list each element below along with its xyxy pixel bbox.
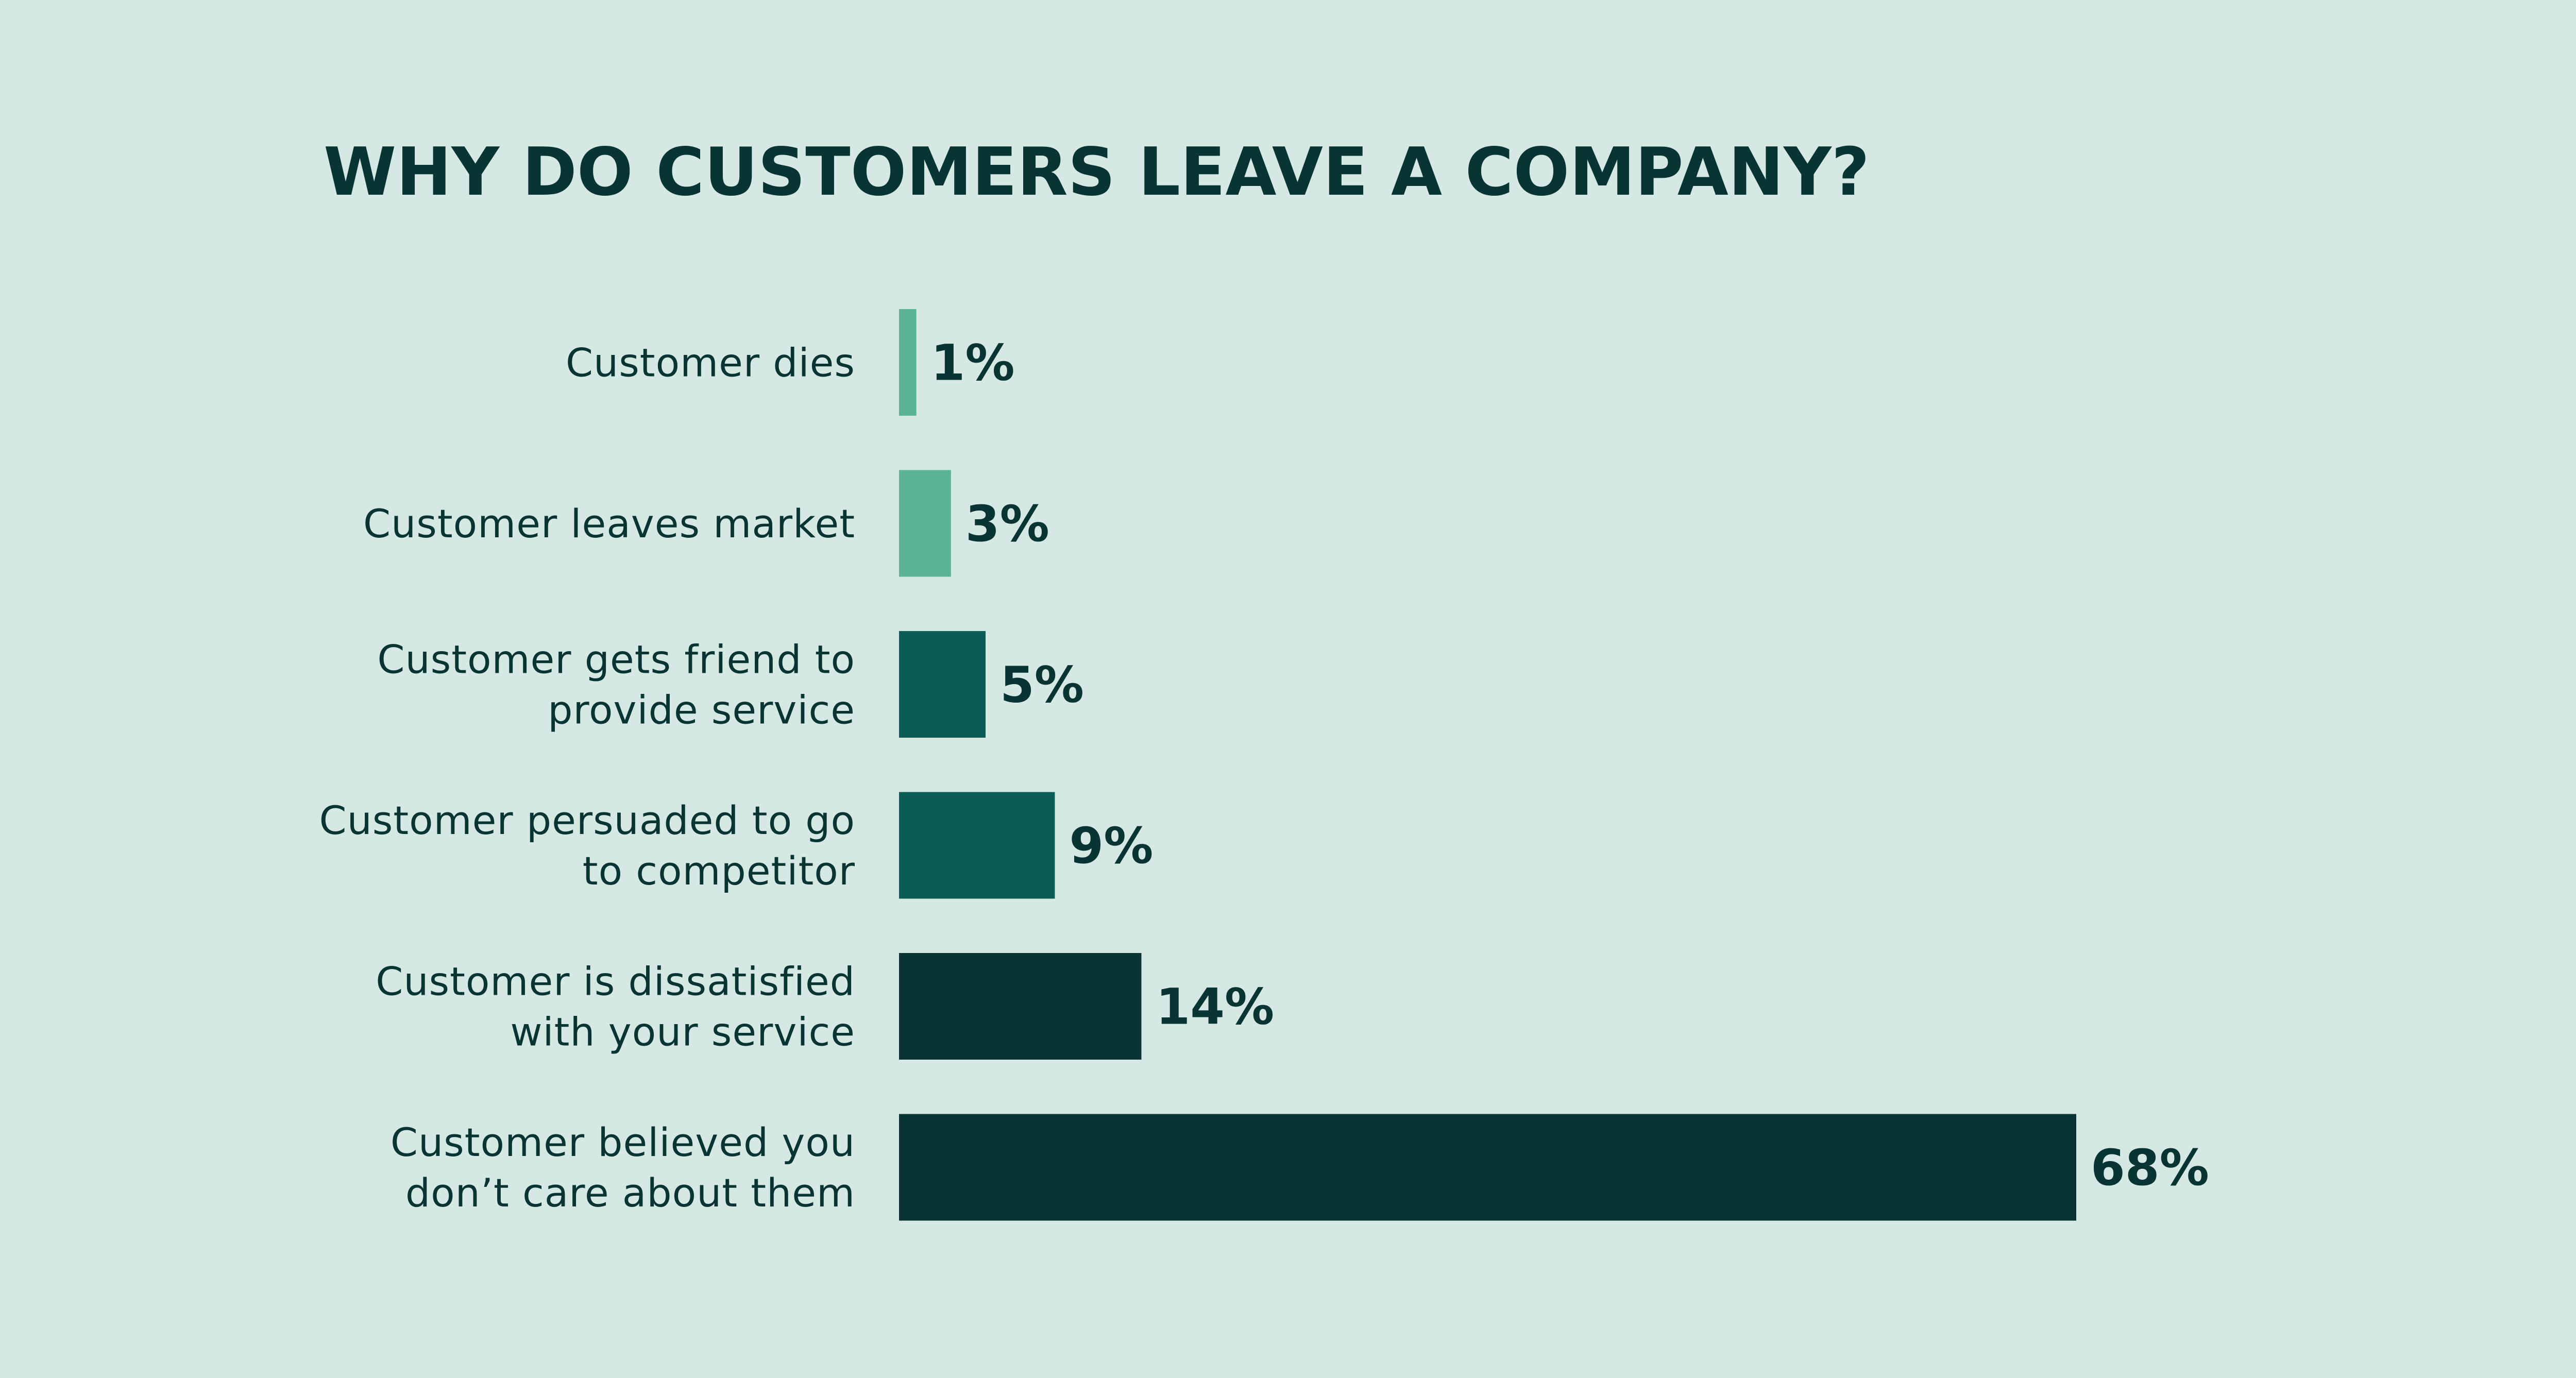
category-label: Customer is dissatisfied [376, 959, 855, 1005]
bar-value-label: 3% [965, 495, 1049, 553]
category-label: provide service [548, 687, 855, 733]
bars-group: 1% Customer dies 3% Customer leaves market 5… [319, 309, 2209, 1221]
chart-title: WHY DO CUSTOMERS LEAVE A COMPANY? [324, 134, 1870, 211]
category-label: Customer persuaded to go [319, 797, 856, 843]
category-label: Customer believed you [391, 1119, 855, 1165]
bar [899, 309, 917, 416]
category-label: Customer gets friend to [377, 637, 855, 683]
bar [899, 792, 1055, 899]
bar [899, 953, 1142, 1060]
bar-value-label: 9% [1069, 817, 1153, 875]
category-label: Customer dies [566, 340, 855, 386]
bar-value-label: 5% [1000, 656, 1084, 714]
bar [899, 1114, 2076, 1221]
bar [899, 470, 951, 577]
bar [899, 631, 986, 738]
category-label: with your service [510, 1009, 855, 1055]
category-label: Customer leaves market [363, 501, 855, 547]
bar-value-label: 68% [2091, 1139, 2209, 1197]
bar-value-label: 1% [931, 334, 1015, 392]
bar-value-label: 14% [1156, 978, 1274, 1036]
category-label: to competitor [583, 848, 855, 894]
category-label: don’t care about them [405, 1170, 855, 1216]
